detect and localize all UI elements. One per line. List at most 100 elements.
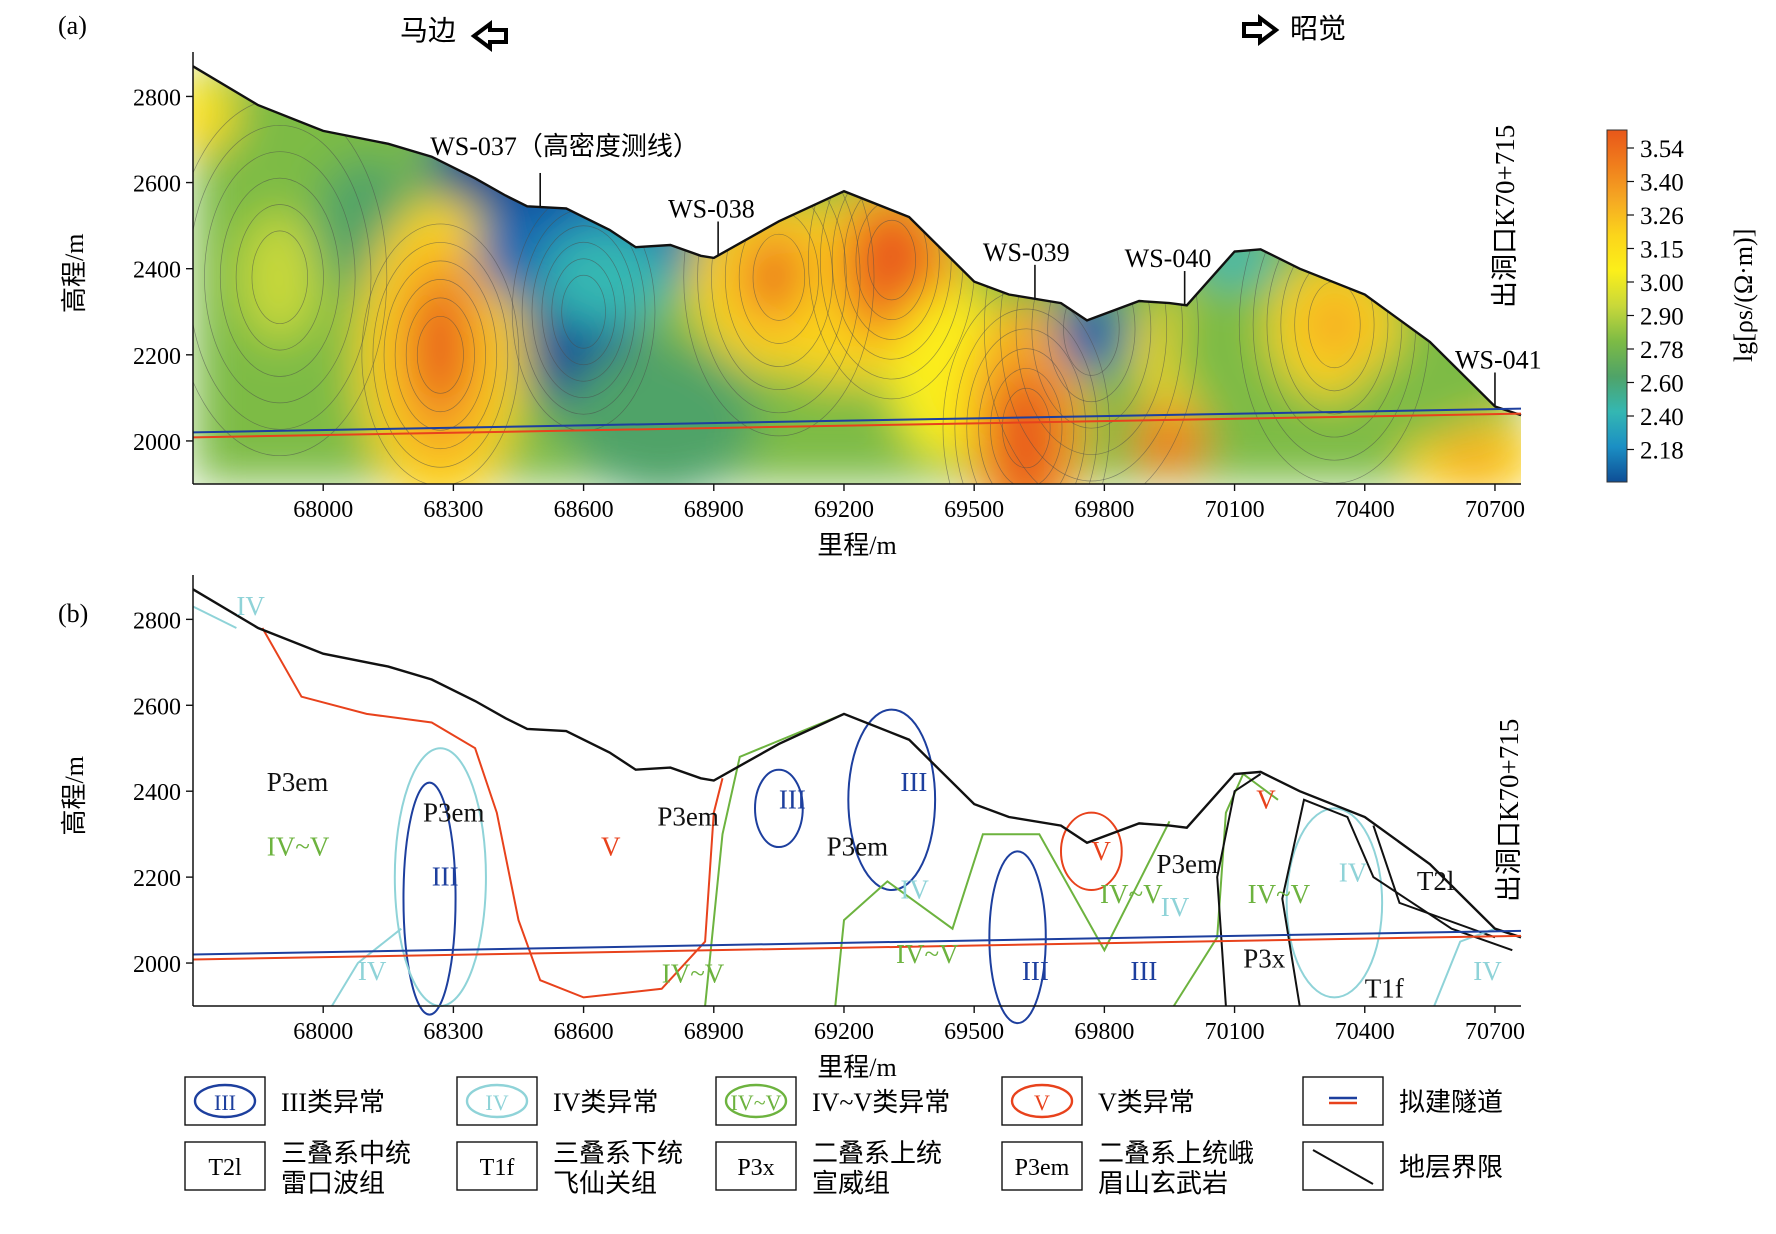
legend-label-line2: 眉山玄武岩 xyxy=(1098,1169,1228,1198)
contour-line xyxy=(867,219,916,301)
x-tick-label: 69800 xyxy=(1074,1019,1134,1045)
legend-symbol: IV~V xyxy=(730,1090,781,1115)
terrain-surface-line-b xyxy=(192,588,1522,939)
zone-label: V xyxy=(601,832,621,862)
x-tick-label: 69200 xyxy=(814,497,874,523)
contour-line xyxy=(251,230,308,325)
legend-symbol: V xyxy=(1034,1090,1050,1115)
zone-label: T1f xyxy=(1365,973,1404,1003)
heatmap-cell xyxy=(193,79,222,123)
legend-ellipse xyxy=(193,1083,257,1119)
zone-label: IV xyxy=(236,591,265,621)
legend-label-line1: 二叠系上统 xyxy=(812,1139,942,1168)
boundary-curve xyxy=(834,820,1171,1007)
x-tick-label: 68300 xyxy=(423,497,483,523)
tunnel-line xyxy=(192,407,1522,439)
heatmap-cell xyxy=(1351,354,1482,441)
axes-a: 68000 68300 68600 68900 69200 69500 69800 70100… xyxy=(60,52,1525,560)
y-tick-label: 2200 xyxy=(133,344,181,370)
contour-line xyxy=(235,204,324,351)
heatmap-cell xyxy=(240,212,319,342)
heatmap-cell xyxy=(861,212,923,299)
legend-label: IV类异常 xyxy=(553,1088,658,1117)
contour-line xyxy=(752,233,806,321)
y-tick-label: 2200 xyxy=(133,866,181,892)
direction-left-label: 马边 xyxy=(400,16,456,47)
colorbar-scale xyxy=(1606,129,1628,483)
colorbar: 3.54 3.40 3.26 3.15 3.00 2.90 2.78 2.60 2.40 2.18… xyxy=(1606,129,1758,483)
terrain-surface-line xyxy=(192,65,1522,417)
zone-label: IV~V xyxy=(1100,879,1163,909)
contour-line xyxy=(561,274,606,349)
boundary-curve xyxy=(1433,927,1496,1007)
zone-label: P3em xyxy=(827,832,889,862)
tunnel-upper-line xyxy=(192,929,1522,956)
boundary-curve xyxy=(331,927,402,1007)
x-tick-label: 69200 xyxy=(814,1019,874,1045)
legend-symbol: P3em xyxy=(1015,1155,1070,1181)
x-tick-label: 68000 xyxy=(293,497,353,523)
y-tick-label: 2400 xyxy=(133,780,181,806)
contour-line xyxy=(990,368,1063,485)
heatmap-cell xyxy=(566,341,758,485)
contour-line xyxy=(204,151,356,404)
heatmap-cell xyxy=(757,251,801,304)
contour-line xyxy=(219,177,340,377)
legend-ellipse xyxy=(1010,1083,1074,1119)
zone-label: III xyxy=(1022,956,1049,986)
contour-line xyxy=(193,124,372,430)
y-tick-label: 2000 xyxy=(133,430,181,456)
x-tick-label: 70400 xyxy=(1335,1019,1395,1045)
zone-label: P3x xyxy=(1243,943,1286,973)
anomaly-boundary xyxy=(754,768,804,849)
x-tick-label: 69500 xyxy=(944,497,1004,523)
contour-line xyxy=(405,297,475,413)
zone-label: IV xyxy=(1339,857,1368,887)
zone-label: III xyxy=(1130,956,1157,986)
resistivity-heatmap xyxy=(193,66,1521,485)
axes-b: 68000 68300 68600 68900 69200 69500 69800 70100… xyxy=(60,575,1525,1082)
contour-line xyxy=(954,308,1099,485)
heatmap-cell xyxy=(1304,290,1365,360)
zone-label: P3em xyxy=(423,797,485,827)
x-tick-label: 70400 xyxy=(1335,497,1395,523)
boundary-curve xyxy=(1172,772,1279,1007)
colorbar-tick-label: 2.18 xyxy=(1640,438,1684,465)
legend-symbol: IV xyxy=(485,1090,508,1115)
x-tick-label: 68900 xyxy=(684,1019,744,1045)
y-tick-label: 2800 xyxy=(133,608,181,634)
legend-swatch-box xyxy=(184,1141,266,1191)
zone-labels: IVP3emIV~VP3emIIIIVVP3emIV~VIIIIIIP3emIV… xyxy=(236,591,1502,1003)
anomaly-boundary xyxy=(988,850,1047,1025)
legend-label-line2: 宣威组 xyxy=(812,1169,890,1198)
boundary-curve xyxy=(192,605,237,629)
legend-boundary-line xyxy=(1312,1149,1374,1185)
contour-line xyxy=(531,225,636,399)
zone-label: III xyxy=(900,767,927,797)
legend-symbol: T2l xyxy=(208,1155,242,1181)
tunnel-line-b xyxy=(192,929,1522,961)
survey-line-label: WS-037（高密度测线） xyxy=(430,132,699,161)
legend-ellipse xyxy=(724,1083,788,1119)
direction-right-label: 昭觉 xyxy=(1290,13,1346,45)
zone-label: IV xyxy=(358,956,387,986)
panel-b-label: (b) xyxy=(58,599,88,628)
y-tick-label: 2600 xyxy=(133,694,181,720)
zone-label: T2l xyxy=(1417,866,1455,896)
survey-line-label: WS-039 xyxy=(983,238,1070,267)
legend-label: V类异常 xyxy=(1098,1088,1195,1117)
survey-lines: WS-037（高密度测线） WS-038 WS-039 WS-040 WS-041 xyxy=(430,132,1542,407)
zone-label: IV~V xyxy=(662,958,725,988)
legend-label-line1: 二叠系上统峨 xyxy=(1098,1139,1254,1168)
y-axis-label: 高程/m xyxy=(60,234,89,313)
contour-line xyxy=(383,260,498,450)
colorbar-tick-label: 2.90 xyxy=(1640,304,1684,331)
legend-symbol: III xyxy=(214,1090,236,1115)
x-axis-label: 里程/m xyxy=(817,531,896,560)
survey-line-label: WS-041 xyxy=(1455,345,1542,374)
zone-label: III xyxy=(432,862,459,892)
anomaly-boundary xyxy=(402,781,457,1016)
heatmap-cell xyxy=(416,281,465,411)
boundary-curve xyxy=(1372,825,1496,939)
